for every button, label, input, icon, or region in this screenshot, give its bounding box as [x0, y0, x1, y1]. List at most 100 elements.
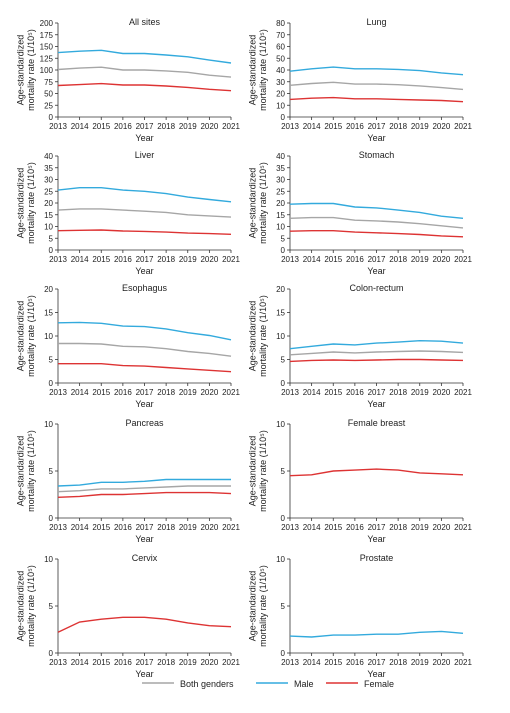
x-tick-label: 2015	[324, 255, 342, 264]
x-tick-label: 2014	[303, 388, 321, 397]
legend-label-both-genders: Both genders	[180, 679, 234, 689]
x-tick-label: 2016	[346, 523, 364, 532]
series-line-female	[289, 230, 464, 238]
y-tick-label: 10	[44, 555, 53, 564]
panel-pancreas: 0 5 10 2013 2014 2015 2016 2017 2018 2019 2020 2021…	[16, 418, 241, 544]
y-tick-label: 10	[276, 420, 285, 429]
x-axis-label: Year	[135, 399, 153, 409]
y-tick-label: 20	[276, 199, 285, 208]
x-tick-label: 2014	[303, 658, 321, 667]
x-tick-label: 2017	[136, 388, 154, 397]
y-tick-label: 0	[49, 113, 54, 122]
chart-title: Cervix	[132, 553, 158, 563]
y-axis-label: Age-standardizedmortality rate (1/10⁵)	[248, 162, 268, 244]
x-tick-label: 2016	[114, 255, 132, 264]
x-tick-label: 2019	[179, 658, 197, 667]
x-tick-label: 2020	[200, 658, 218, 667]
y-tick-label: 70	[276, 31, 285, 40]
x-tick-label: 2015	[92, 255, 110, 264]
x-tick-label: 2014	[71, 658, 89, 667]
y-tick-label: 25	[276, 187, 285, 196]
series-line-male	[57, 49, 232, 64]
series-line-male	[289, 630, 464, 638]
x-tick-label: 2020	[432, 523, 450, 532]
series-line-female	[289, 96, 464, 103]
legend: Both genders Male Female	[142, 679, 394, 689]
y-tick-label: 60	[276, 43, 285, 52]
y-tick-label: 10	[44, 332, 53, 341]
y-axis-label: Age-standardizedmortality rate (1/10⁵)	[248, 29, 268, 111]
y-tick-label: 30	[276, 78, 285, 87]
chart-title: Esophagus	[122, 283, 168, 293]
y-tick-label: 10	[276, 101, 285, 110]
x-axis-label: Year	[367, 399, 385, 409]
x-tick-label: 2018	[389, 523, 407, 532]
panel-colon-rectum: 0 5 10 15 20 2013 2014 2015 2016 2017 2018 2019 2020…	[248, 283, 473, 409]
x-tick-label: 2017	[368, 255, 386, 264]
series-line-male	[289, 339, 464, 350]
x-tick-label: 2019	[411, 255, 429, 264]
x-tick-label: 2013	[49, 658, 67, 667]
x-tick-label: 2015	[92, 388, 110, 397]
x-tick-label: 2016	[346, 388, 364, 397]
x-tick-label: 2018	[157, 255, 175, 264]
x-tick-label: 2014	[303, 255, 321, 264]
panel-stomach: 0 5 10 15 20 25 30 35 40 2013 2014 2015 2016 2017 2018…	[248, 150, 473, 276]
x-tick-label: 2015	[324, 122, 342, 131]
y-tick-label: 40	[276, 66, 285, 75]
series-line-male	[57, 321, 232, 341]
x-tick-label: 2021	[222, 523, 240, 532]
y-tick-label: 15	[44, 211, 53, 220]
y-tick-label: 10	[276, 332, 285, 341]
y-tick-label: 0	[49, 649, 54, 658]
y-tick-label: 20	[44, 199, 53, 208]
x-tick-label: 2020	[200, 122, 218, 131]
y-tick-label: 20	[276, 90, 285, 99]
x-tick-label: 2015	[92, 658, 110, 667]
y-tick-label: 10	[276, 223, 285, 232]
y-tick-label: 5	[281, 356, 286, 365]
x-tick-label: 2014	[303, 523, 321, 532]
y-tick-label: 125	[40, 54, 54, 63]
chart-title: Liver	[135, 150, 155, 160]
y-tick-label: 10	[44, 223, 53, 232]
x-tick-label: 2019	[411, 122, 429, 131]
series-line-both-genders	[57, 66, 232, 78]
x-tick-label: 2016	[114, 523, 132, 532]
x-tick-label: 2016	[346, 658, 364, 667]
x-tick-label: 2021	[222, 388, 240, 397]
x-tick-label: 2016	[346, 255, 364, 264]
x-tick-label: 2018	[389, 388, 407, 397]
x-tick-label: 2021	[454, 658, 472, 667]
y-tick-label: 20	[276, 285, 285, 294]
x-tick-label: 2016	[114, 122, 132, 131]
x-tick-label: 2019	[179, 122, 197, 131]
y-axis-label: Age-standardizedmortality rate (1/10⁵)	[16, 295, 36, 377]
x-tick-label: 2019	[179, 388, 197, 397]
x-tick-label: 2021	[454, 122, 472, 131]
y-tick-label: 15	[44, 309, 53, 318]
y-tick-label: 5	[49, 234, 54, 243]
y-tick-label: 0	[281, 113, 286, 122]
y-axis-label: Age-standardizedmortality rate (1/10⁵)	[248, 295, 268, 377]
series-line-male	[57, 478, 231, 487]
panel-liver: 0 5 10 15 20 25 30 35 40 2013 2014 2015 2016 2017 2018…	[16, 150, 241, 276]
y-axis-label: Age-standardizedmortality rate (1/10⁵)	[16, 162, 36, 244]
y-tick-label: 50	[44, 90, 53, 99]
y-tick-label: 15	[276, 211, 285, 220]
series-line-female	[289, 468, 464, 477]
y-tick-label: 50	[276, 54, 285, 63]
x-tick-label: 2020	[200, 388, 218, 397]
x-tick-label: 2015	[324, 658, 342, 667]
x-tick-label: 2013	[281, 122, 299, 131]
y-tick-label: 0	[49, 379, 54, 388]
x-tick-label: 2020	[432, 255, 450, 264]
x-tick-label: 2014	[71, 255, 89, 264]
x-tick-label: 2018	[157, 658, 175, 667]
x-tick-label: 2013	[49, 388, 67, 397]
x-tick-label: 2021	[454, 255, 472, 264]
y-tick-label: 5	[281, 234, 286, 243]
x-tick-label: 2018	[157, 122, 175, 131]
x-tick-label: 2015	[92, 122, 110, 131]
